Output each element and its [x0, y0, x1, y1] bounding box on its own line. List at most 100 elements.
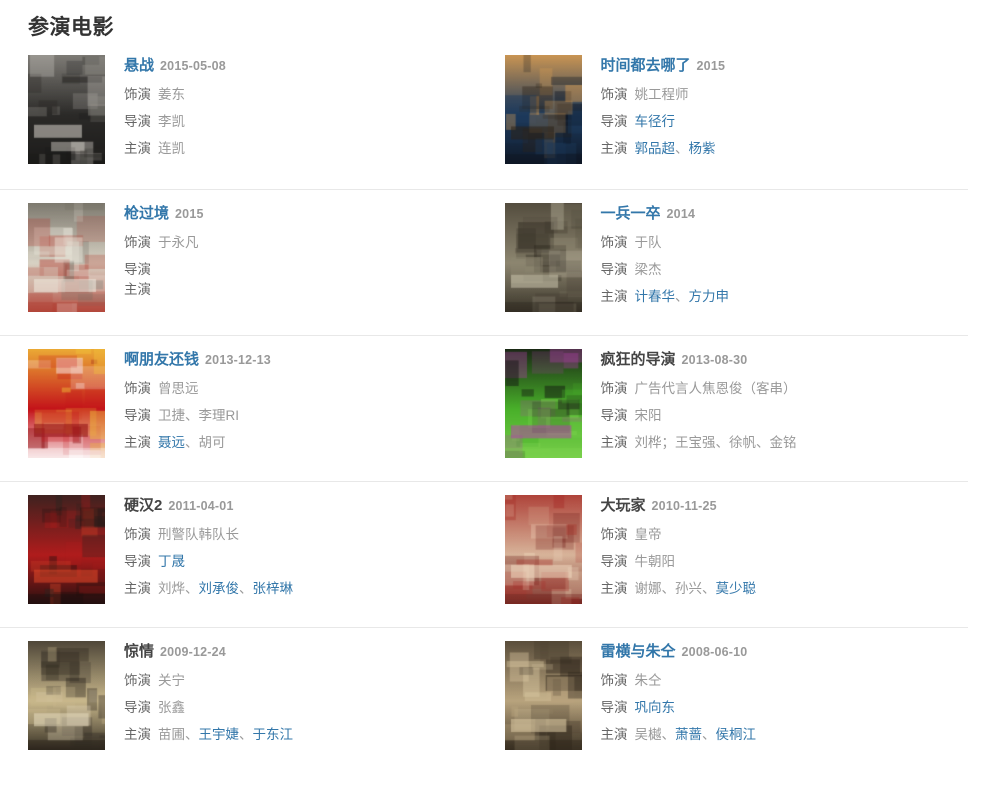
poster-dawanjia[interactable]	[504, 495, 582, 604]
poster-yinghan-2[interactable]	[28, 495, 105, 604]
person-link[interactable]: 郭品超	[634, 141, 676, 156]
starring-label: 主演	[124, 282, 151, 297]
poster-image	[28, 203, 105, 312]
name-separator: 、	[185, 581, 199, 596]
person-name: 金铭	[769, 435, 797, 450]
role-row: 饰演 朱仝	[601, 671, 981, 690]
starring-label: 主演	[600, 141, 628, 156]
movie-title[interactable]: 啊朋友还钱	[124, 351, 200, 368]
person-name: 刘桦；王宝强	[634, 435, 716, 450]
poster-fengkuangde-daoyan[interactable]	[504, 349, 582, 458]
starring-label: 主演	[600, 727, 628, 742]
poster-image	[504, 55, 582, 164]
movie-card: 大玩家 2010-11-25 饰演 皇帝 导演 牛朝阳 主演 谢娜、孙兴、莫少聪	[504, 495, 981, 627]
starring-row: 主演 计春华、方力申	[601, 287, 981, 306]
poster-qiangguojing[interactable]	[28, 203, 105, 312]
person-link[interactable]: 王宇婕	[198, 727, 240, 742]
name-separator: 、	[239, 581, 253, 596]
movie-release-date: 2008-06-10	[681, 645, 748, 659]
role-value: 广告代言人焦恩俊（客串）	[634, 381, 797, 396]
director-label: 导演	[124, 554, 151, 569]
movie-card: 悬战 2015-05-08 饰演 姜东 导演 李凯 主演 连凯	[28, 55, 505, 189]
director-label: 导演	[600, 114, 628, 129]
movie-title[interactable]: 悬战	[124, 57, 155, 74]
person-link[interactable]: 丁晟	[158, 554, 185, 569]
poster-shijian-douqunale[interactable]	[504, 55, 582, 164]
poster-image	[28, 641, 105, 750]
person-link[interactable]: 巩向东	[634, 700, 676, 715]
poster-leiheng-yu-zhutong[interactable]	[504, 641, 582, 750]
name-separator: 、	[675, 289, 689, 304]
role-label: 饰演	[600, 87, 628, 102]
director-label: 导演	[124, 262, 151, 277]
movie-release-date: 2015	[175, 207, 204, 221]
person-name: 谢娜	[634, 581, 662, 596]
starring-label: 主演	[600, 581, 628, 596]
movie-title[interactable]: 枪过境	[124, 205, 170, 222]
role-row: 饰演 广告代言人焦恩俊（客串）	[601, 379, 981, 398]
page-title: 参演电影	[28, 16, 114, 39]
name-separator: 、	[702, 581, 716, 596]
movie-card: 时间都去哪了 2015 饰演 姚工程师 导演 车径行 主演 郭品超、杨紫	[504, 55, 981, 189]
movie-card: 一兵一卒 2014 饰演 于队 导演 梁杰 主演 计春华、方力申	[504, 203, 981, 335]
movie-title-line: 雷横与朱仝 2008-06-10	[601, 642, 981, 662]
movie-release-date: 2010-11-25	[651, 499, 717, 513]
name-separator: 、	[239, 727, 253, 742]
poster-apengyou-huanqian[interactable]	[28, 349, 105, 458]
person-link[interactable]: 莫少聪	[715, 581, 757, 596]
poster-jingqing[interactable]	[28, 641, 105, 750]
movie-list: 悬战 2015-05-08 饰演 姜东导演 李凯主演 连凯 时间都去哪了 2015 饰演 姚工程师…	[0, 42, 981, 773]
name-separator: 、	[715, 435, 730, 450]
director-row: 导演 梁杰	[601, 260, 981, 279]
poster-image	[28, 55, 105, 164]
role-label: 饰演	[600, 527, 628, 542]
starring-label: 主演	[600, 289, 628, 304]
poster-image	[504, 641, 582, 750]
movie-title[interactable]: 时间都去哪了	[600, 57, 691, 74]
person-link[interactable]: 聂远	[158, 435, 185, 450]
person-link[interactable]: 萧蔷	[675, 727, 702, 742]
person-link[interactable]: 车径行	[634, 114, 676, 129]
person-link[interactable]: 于东江	[252, 727, 294, 742]
movie-release-date: 2014	[666, 207, 696, 221]
person-link[interactable]: 刘承俊	[198, 581, 240, 596]
role-value: 于队	[634, 235, 662, 250]
person-name: 孙兴	[675, 581, 702, 596]
movie-title[interactable]: 一兵一卒	[600, 205, 661, 222]
movie-release-date: 2015-05-08	[160, 59, 226, 73]
person-link[interactable]: 计春华	[634, 289, 676, 304]
movie-title-line: 硬汉2 2011-04-01	[124, 496, 505, 516]
role-label: 饰演	[124, 381, 151, 396]
movie-title-line: 惊情 2009-12-24	[124, 642, 505, 662]
movie-info: 大玩家 2010-11-25 饰演 皇帝 导演 牛朝阳 主演 谢娜、孙兴、莫少聪	[601, 495, 981, 627]
person-link[interactable]: 杨紫	[688, 141, 716, 156]
role-value: 于永凡	[158, 235, 199, 250]
movie-title-line: 啊朋友还钱 2013-12-13	[124, 350, 505, 370]
director-row: 导演 张鑫	[124, 698, 505, 717]
director-row: 导演 李凯	[124, 112, 505, 131]
person-name: 李理RI	[198, 408, 240, 423]
person-link[interactable]: 张梓琳	[252, 581, 294, 596]
person-name: 苗圃	[158, 727, 185, 742]
poster-yibingyizu[interactable]	[504, 203, 582, 312]
person-name: 连凯	[158, 141, 185, 156]
director-row: 导演 卫捷、李理RI	[124, 406, 505, 425]
movie-row: 悬战 2015-05-08 饰演 姜东导演 李凯主演 连凯 时间都去哪了 2015 饰演 姚工程师…	[0, 42, 981, 189]
movie-title: 惊情	[124, 643, 155, 660]
movie-release-date: 2011-04-01	[168, 499, 234, 513]
movie-row: 惊情 2009-12-24 饰演 关宁 导演 张鑫 主演 苗圃、王宇婕、于东江 雷横与朱仝 200…	[0, 627, 981, 773]
person-link[interactable]: 侯桐江	[715, 727, 757, 742]
name-separator: 、	[185, 727, 199, 742]
role-value: 姜东	[158, 87, 185, 102]
role-value: 刑警队韩队长	[158, 527, 239, 542]
director-row: 导演 巩向东	[601, 698, 981, 717]
name-separator: 、	[661, 581, 676, 596]
movie-title[interactable]: 雷横与朱仝	[600, 643, 676, 660]
role-label: 饰演	[124, 673, 151, 688]
poster-xuanzhan[interactable]	[28, 55, 105, 164]
role-value: 曾思远	[158, 381, 199, 396]
person-name: 吴樾	[634, 727, 662, 742]
director-label: 导演	[600, 554, 628, 569]
person-link[interactable]: 方力申	[688, 289, 730, 304]
movie-release-date: 2009-12-24	[160, 645, 226, 659]
